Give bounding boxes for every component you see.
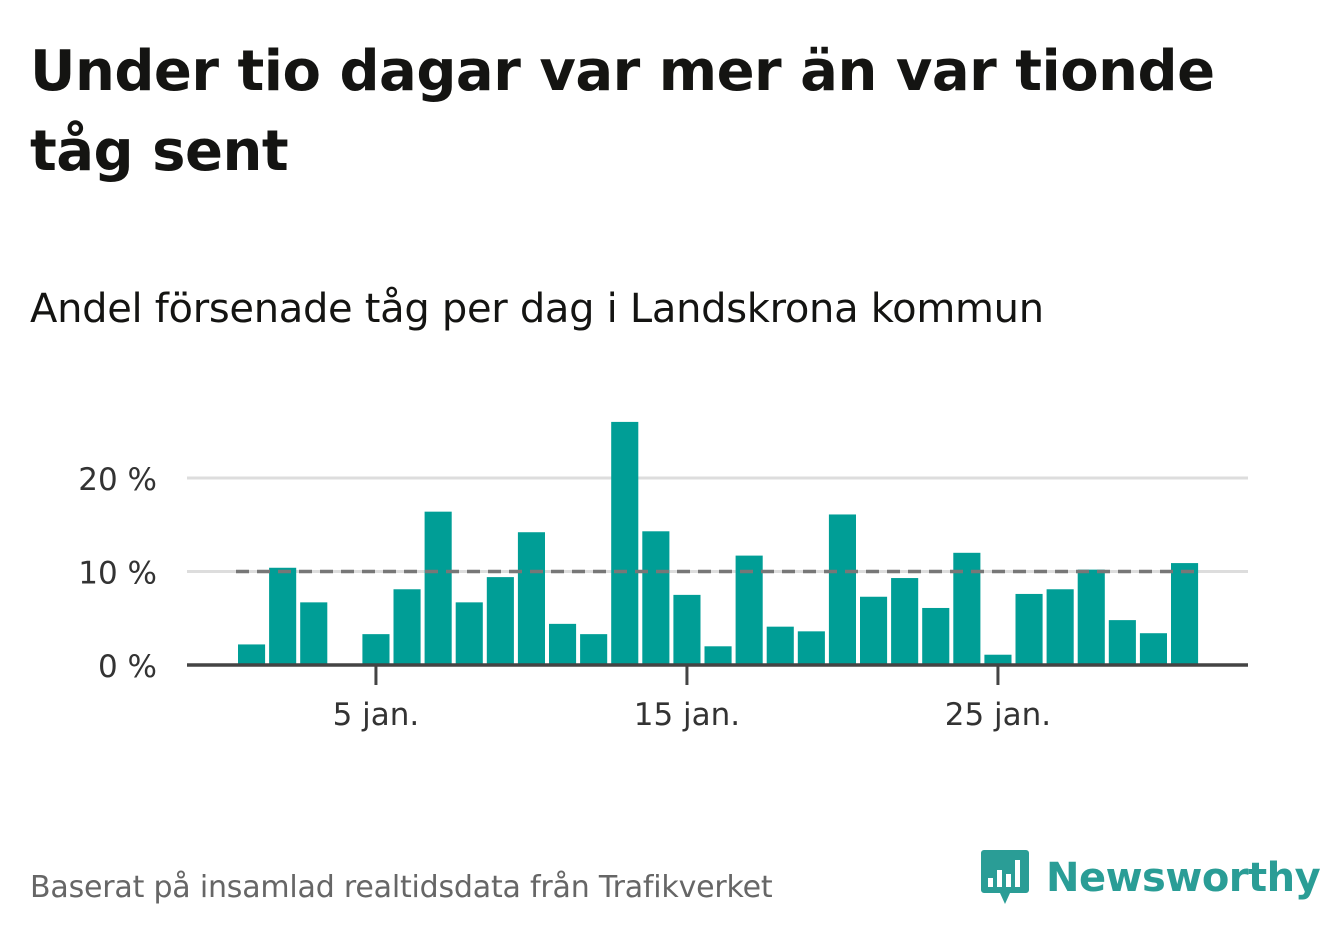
bar xyxy=(828,514,856,665)
bar xyxy=(797,631,825,665)
bar xyxy=(238,644,266,665)
x-tick-label: 25 jan. xyxy=(945,697,1051,733)
bar xyxy=(611,421,639,665)
gridlines xyxy=(187,476,1248,573)
bar xyxy=(891,578,919,665)
bar xyxy=(766,626,794,665)
y-tick-label: 10 % xyxy=(78,556,157,592)
bar xyxy=(517,532,545,665)
bar xyxy=(424,511,452,665)
y-tick-label: 20 % xyxy=(78,462,157,498)
axes: 0 % 10 % 20 % 5 jan. 15 jan. 25 jan. xyxy=(78,462,1248,733)
bar xyxy=(1139,633,1167,665)
bar xyxy=(1046,589,1074,665)
bar xyxy=(984,654,1012,665)
bar xyxy=(1108,620,1136,665)
bar xyxy=(486,577,514,665)
bar xyxy=(1077,569,1105,665)
brand-name: Newsworthy xyxy=(1046,855,1321,901)
x-tick-label: 15 jan. xyxy=(634,697,740,733)
bar xyxy=(362,634,390,665)
bar xyxy=(704,646,732,665)
y-tick-label: 0 % xyxy=(98,649,157,685)
bar xyxy=(922,607,950,665)
chart-title: Under tio dagar var mer än var tionde tå… xyxy=(30,39,1215,184)
bar xyxy=(642,531,670,665)
newsworthy-logo-icon xyxy=(981,850,1029,904)
bar xyxy=(269,567,297,665)
bar xyxy=(673,594,701,665)
bar xyxy=(455,602,483,665)
bar xyxy=(1171,563,1199,665)
bar xyxy=(393,589,421,665)
x-tick-label: 5 jan. xyxy=(333,697,420,733)
chart-subtitle: Andel försenade tåg per dag i Landskrona… xyxy=(30,286,1044,332)
bar xyxy=(860,596,888,665)
bar xyxy=(300,602,328,665)
source-note: Baserat på insamlad realtidsdata från Tr… xyxy=(30,870,773,905)
bar xyxy=(549,623,577,665)
bar xyxy=(735,555,763,665)
bar xyxy=(1015,593,1043,665)
bars xyxy=(238,421,1199,665)
bar xyxy=(953,552,981,665)
bar-chart: 0 % 10 % 20 % 5 jan. 15 jan. 25 jan. xyxy=(78,421,1248,733)
bar xyxy=(580,634,608,665)
brand[interactable]: Newsworthy xyxy=(980,848,1321,908)
